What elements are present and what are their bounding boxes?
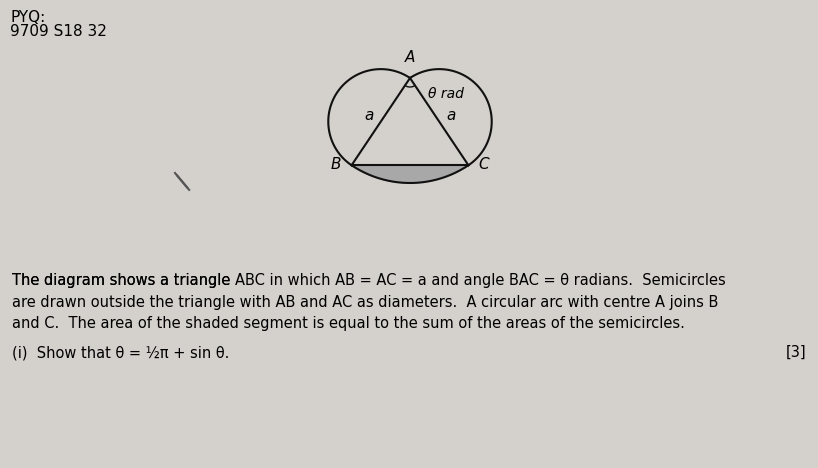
Text: A: A [405,50,416,65]
Text: The diagram shows a triangle: The diagram shows a triangle [12,273,235,288]
Text: θ rad: θ rad [428,87,464,101]
Text: 9709 S18 32: 9709 S18 32 [10,24,107,39]
Text: PYQ:: PYQ: [10,10,45,25]
Text: (i)  Show that θ = ½π + sin θ.: (i) Show that θ = ½π + sin θ. [12,345,229,360]
Text: C: C [479,157,489,172]
Text: The diagram shows a triangle ABC in which AB = AC = a and angle BAC = θ radians.: The diagram shows a triangle ABC in whic… [12,273,726,331]
Text: a: a [447,108,456,123]
Text: a: a [364,108,374,123]
Polygon shape [352,165,469,183]
Text: B: B [331,157,342,172]
Text: [3]: [3] [785,345,806,360]
